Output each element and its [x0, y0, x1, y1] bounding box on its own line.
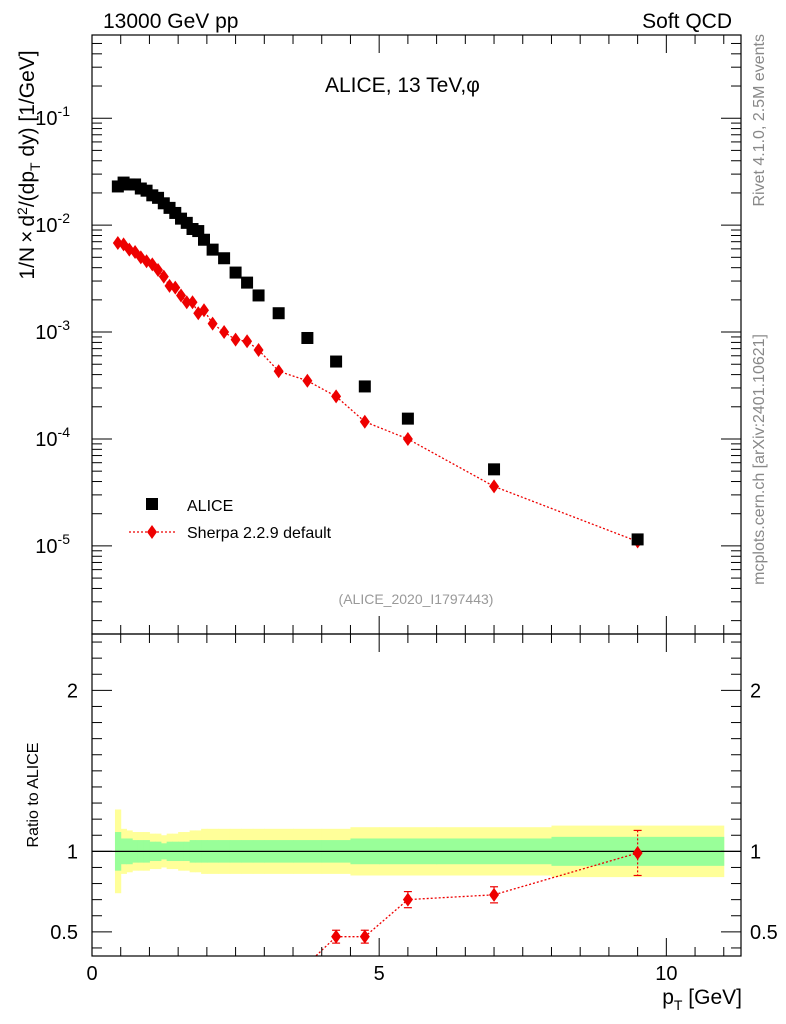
header-right: Soft QCD [642, 10, 732, 33]
analysis-watermark: (ALICE_2020_I1797443) [339, 591, 494, 607]
data-point [197, 233, 210, 246]
data-point [401, 412, 414, 425]
mc-point [181, 295, 192, 310]
ratio-ytick-label: 1 [67, 841, 78, 863]
mc-point [219, 325, 230, 340]
mc-point [331, 389, 342, 404]
data-point [358, 380, 371, 393]
data-point [272, 307, 285, 320]
xtick-label: 10 [655, 963, 677, 985]
ratio-axes: 0.5 0.5 1 1 2 2 0 5 10 [50, 634, 778, 985]
data-point [252, 289, 265, 302]
mc-ratio-point [331, 929, 342, 944]
ratio-ytick-label-right: 1 [750, 841, 761, 863]
mc-point [302, 373, 313, 388]
data-points [111, 176, 644, 546]
xlabel: pT [GeV] [662, 986, 742, 1013]
mc-point [158, 269, 169, 284]
data-point [241, 276, 254, 289]
mc-point [273, 364, 284, 379]
legend-mc-label: Sherpa 2.2.9 default [187, 525, 332, 542]
mc-point [176, 288, 187, 303]
header-left: 13000 GeV pp [103, 10, 238, 33]
mc-point [242, 334, 253, 349]
data-point [229, 266, 242, 279]
mc-ratio-line [314, 852, 638, 956]
data-point [301, 331, 314, 344]
ratio-ytick-label: 2 [67, 680, 78, 702]
plot-title: ALICE, 13 TeV,φ [325, 74, 480, 97]
ylabel-main: 1/N×d2/(dpT dy) [1/GeV] [14, 50, 43, 279]
main-ytick-label: 10-4 [35, 424, 70, 451]
mc-point [402, 431, 413, 446]
mc-dotted-line [117, 242, 638, 543]
mc-ratio-points [302, 829, 643, 971]
main-ytick-label: 10-3 [35, 317, 70, 344]
ratio-frame [91, 633, 742, 957]
data-point [206, 243, 219, 256]
mc-point [118, 237, 129, 252]
data-point [330, 355, 343, 368]
mc-point [489, 479, 500, 494]
ratio-panel: 0.5 0.5 1 1 2 2 0 5 10 [50, 633, 778, 985]
main-ytick-label: 10-2 [35, 210, 70, 237]
mc-ratio-point [489, 887, 500, 902]
phi-symbol: φ [466, 74, 480, 97]
data-point [218, 252, 231, 265]
ratio-ytick-label-right: 0.5 [750, 922, 778, 944]
mc-point [170, 280, 181, 295]
legend-data-marker [146, 498, 158, 510]
legend-mc-marker [147, 525, 157, 539]
mc-point [198, 303, 209, 318]
mc-point [253, 342, 264, 357]
mc-point [359, 414, 370, 429]
mc-ratio-point [359, 929, 370, 944]
xtick-label: 0 [86, 963, 97, 985]
main-ytick-label: 10-1 [35, 103, 70, 130]
mc-point [230, 332, 241, 347]
ratio-ytick-label: 0.5 [50, 922, 78, 944]
legend-data-label: ALICE [187, 498, 233, 515]
main-frame [91, 34, 742, 635]
main-panel: 10-5 10-4 10-3 10-2 10-1 [35, 34, 742, 635]
mc-point [187, 295, 198, 310]
side-label-top: Rivet 4.1.0, 2.5M events [751, 34, 768, 207]
legend: ALICE Sherpa 2.2.9 default [129, 498, 332, 542]
side-label-bottom: mcplots.cern.ch [arXiv:2401.10621] [751, 334, 768, 585]
mc-ratio-point [302, 957, 312, 971]
mc-point [207, 316, 218, 331]
ylabel-ratio: Ratio to ALICE [25, 743, 42, 848]
data-point [631, 533, 644, 546]
ratio-ytick-label-right: 2 [750, 680, 761, 702]
main-axes: 10-5 10-4 10-3 10-2 10-1 [35, 35, 741, 634]
data-point [488, 463, 501, 476]
mc-ratio-point [632, 845, 643, 860]
mc-ratio-point [402, 892, 413, 907]
main-ytick-label: 10-5 [35, 531, 70, 558]
mc-point [153, 263, 164, 278]
xtick-label: 5 [374, 963, 385, 985]
plot-title-text: ALICE, 13 TeV, [325, 74, 466, 97]
